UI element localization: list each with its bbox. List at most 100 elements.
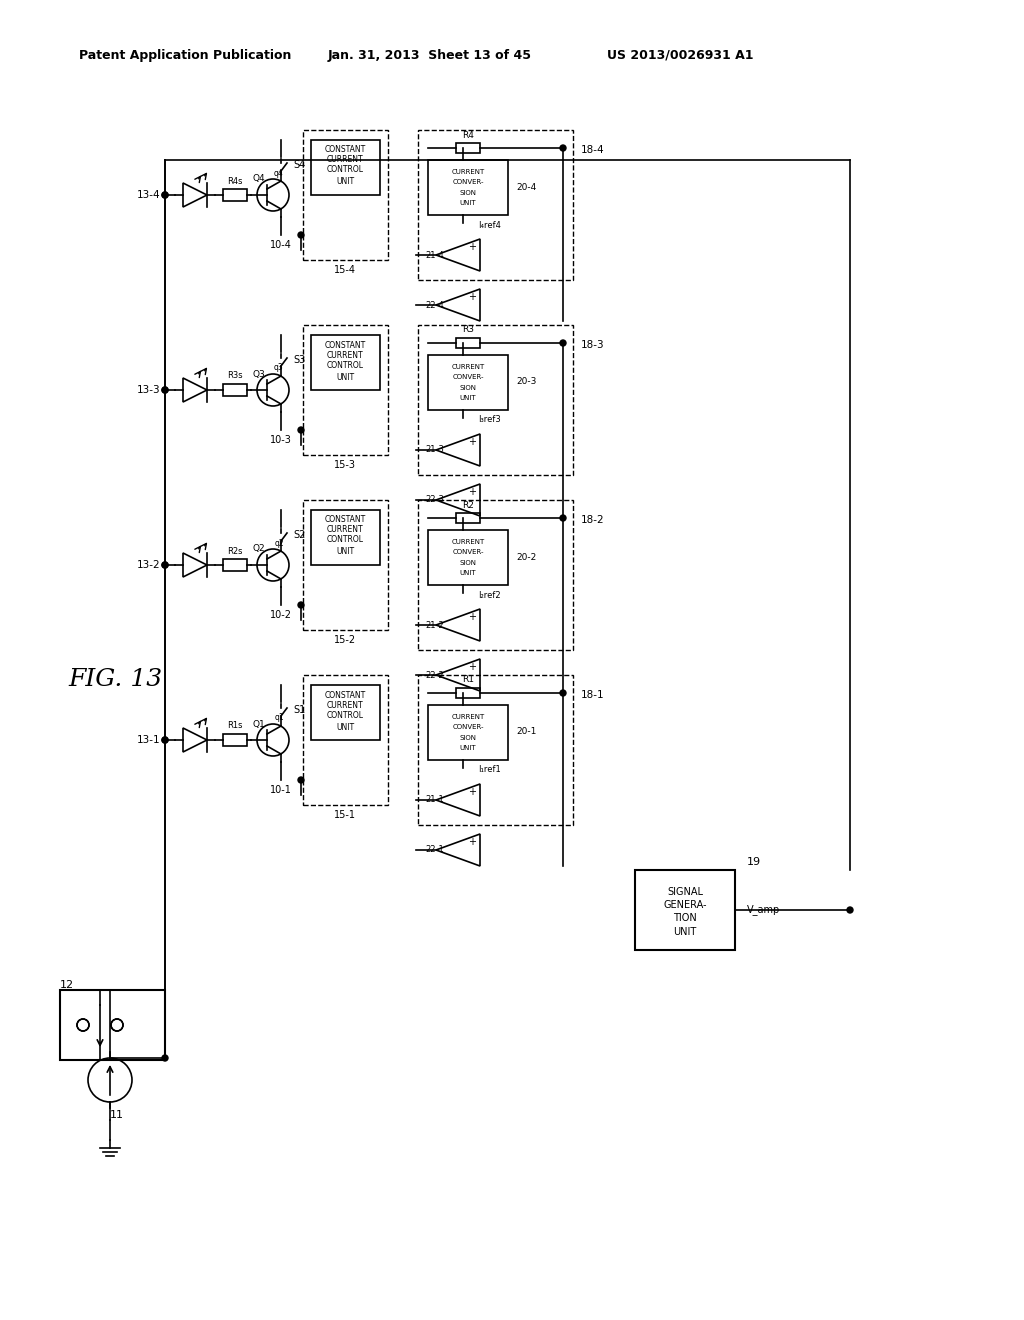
Text: 20-2: 20-2 [516,553,537,561]
Text: UNIT: UNIT [460,395,476,401]
Circle shape [298,602,304,609]
Polygon shape [436,434,480,466]
Polygon shape [183,729,207,752]
Text: 22-4: 22-4 [425,301,444,309]
Bar [303,675,388,805]
Bar [428,531,508,585]
Bar [223,384,247,396]
Text: SION: SION [460,385,476,391]
Text: S1: S1 [293,705,305,715]
Bar [223,558,247,572]
Text: R2: R2 [462,500,474,510]
Text: 22-1: 22-1 [425,846,444,854]
Text: 20-4: 20-4 [516,182,537,191]
Circle shape [162,387,168,393]
Circle shape [560,515,566,521]
Text: 15-2: 15-2 [334,635,356,645]
Polygon shape [436,289,480,321]
Text: UNIT: UNIT [336,177,354,186]
Circle shape [298,777,304,783]
Circle shape [162,387,168,393]
Bar [311,140,380,195]
Text: CURRENT: CURRENT [327,525,364,535]
Circle shape [162,562,168,568]
Text: 12: 12 [60,979,74,990]
Bar [418,325,573,475]
Text: V_amp: V_amp [746,904,780,916]
Text: 20-3: 20-3 [516,378,537,387]
Text: 18-4: 18-4 [581,145,604,154]
Text: 11: 11 [110,1110,124,1119]
Bar [428,705,508,760]
Text: R2s: R2s [227,546,243,556]
Text: q2: q2 [274,539,284,548]
Text: CONTROL: CONTROL [327,536,364,544]
Text: CONVER-: CONVER- [453,374,483,380]
Bar [456,513,480,523]
Bar [303,325,388,455]
Text: 10-1: 10-1 [270,785,292,795]
Text: S2: S2 [293,531,305,540]
Text: 21-1: 21-1 [425,796,444,804]
Text: 21-4: 21-4 [425,251,444,260]
Text: +: + [468,837,476,847]
Text: +: + [468,663,476,672]
Text: CONSTANT: CONSTANT [325,341,366,350]
Circle shape [560,690,566,696]
Text: 22-2: 22-2 [425,671,444,680]
Text: I₄ref4: I₄ref4 [478,220,501,230]
Polygon shape [183,183,207,207]
Text: +: + [468,487,476,498]
Text: +: + [468,437,476,447]
Text: +: + [468,612,476,622]
Text: 15-1: 15-1 [334,810,356,820]
Text: Patent Application Publication: Patent Application Publication [79,49,291,62]
Text: CONSTANT: CONSTANT [325,145,366,154]
Text: TION: TION [673,913,697,923]
Circle shape [162,737,168,743]
Text: Jan. 31, 2013  Sheet 13 of 45: Jan. 31, 2013 Sheet 13 of 45 [328,49,532,62]
Text: CONVER-: CONVER- [453,549,483,554]
Text: R3: R3 [462,326,474,334]
Text: 21-2: 21-2 [425,620,444,630]
Text: UNIT: UNIT [336,722,354,731]
Text: UNIT: UNIT [336,372,354,381]
Text: Q4: Q4 [253,174,265,183]
Bar [456,338,480,348]
Bar [456,143,480,153]
Text: 20-1: 20-1 [516,727,537,737]
Text: +: + [468,787,476,797]
Polygon shape [436,484,480,516]
Circle shape [162,191,168,198]
Text: 18-2: 18-2 [581,515,604,525]
Text: CONVER-: CONVER- [453,180,483,185]
Text: q4: q4 [274,169,284,177]
Text: UNIT: UNIT [336,548,354,557]
Text: CONVER-: CONVER- [453,723,483,730]
Text: CURRENT: CURRENT [452,714,484,719]
Text: 13-4: 13-4 [136,190,160,201]
Bar [303,129,388,260]
Text: I₂ref2: I₂ref2 [478,590,501,599]
Bar [635,870,735,950]
Text: US 2013/0026931 A1: US 2013/0026931 A1 [607,49,754,62]
Bar [223,734,247,746]
Text: CURRENT: CURRENT [327,701,364,710]
Text: 13-2: 13-2 [136,560,160,570]
Text: Q3: Q3 [253,370,265,379]
Bar [418,500,573,649]
Text: R1: R1 [462,676,474,685]
Text: UNIT: UNIT [674,927,696,937]
Text: SIGNAL: SIGNAL [667,887,703,898]
Circle shape [298,426,304,433]
Text: CURRENT: CURRENT [327,156,364,165]
Text: R4s: R4s [227,177,243,186]
Text: +: + [468,242,476,252]
Bar [60,990,165,1060]
Text: FIG. 13: FIG. 13 [68,668,162,692]
Bar [311,510,380,565]
Text: UNIT: UNIT [460,570,476,576]
Text: CURRENT: CURRENT [452,169,484,176]
Text: CURRENT: CURRENT [452,539,484,545]
Text: S3: S3 [293,355,305,366]
